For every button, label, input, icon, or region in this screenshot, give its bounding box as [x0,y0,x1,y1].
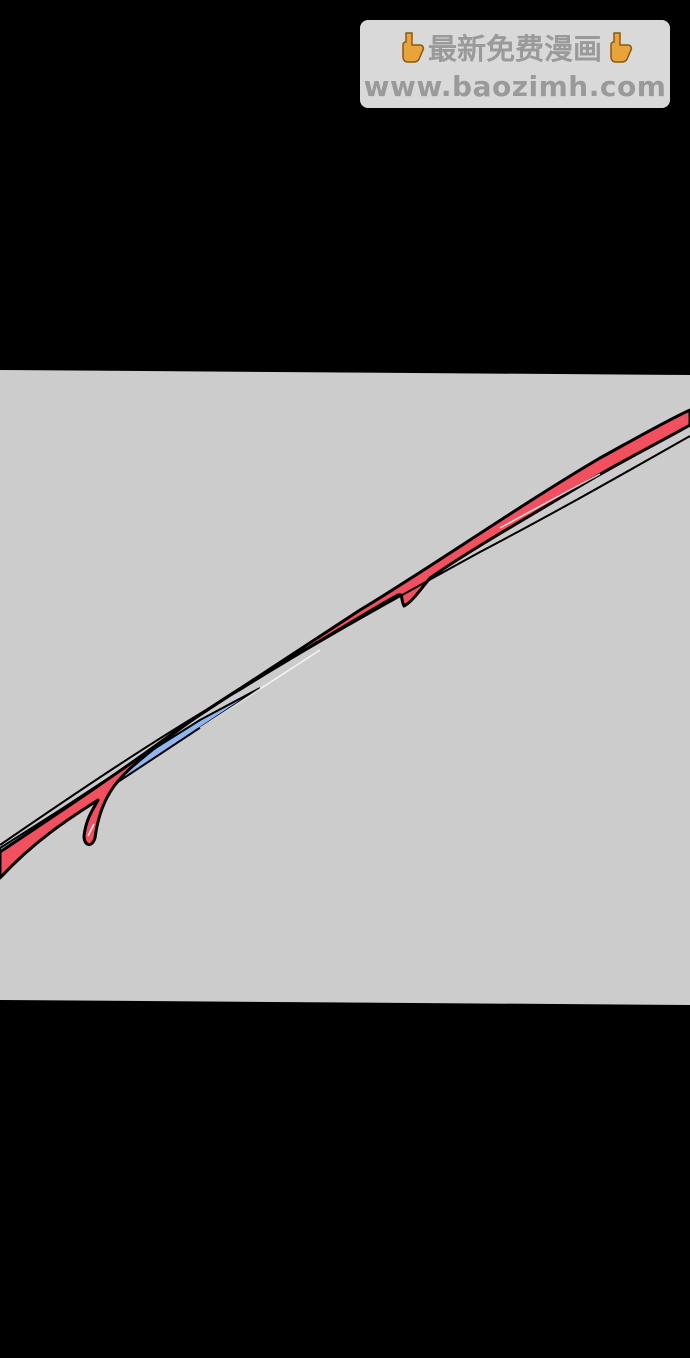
watermark-title-row: 最新免费漫画 [360,30,670,72]
watermark-title: 最新免费漫画 [427,32,602,66]
blade-highlight [499,473,601,529]
blade-top-outline [0,435,690,846]
comic-panel [0,370,690,1005]
blade-highlight [199,649,321,729]
blade-drip-highlight [87,823,95,837]
red-blade-slash [0,408,690,880]
pointing-down-hand-icon [604,31,634,72]
pointing-down-hand-icon [396,31,426,72]
watermark-url: www.baozimh.com [363,70,667,103]
site-watermark: 最新免费漫画 www.baozimh.com [360,20,670,108]
